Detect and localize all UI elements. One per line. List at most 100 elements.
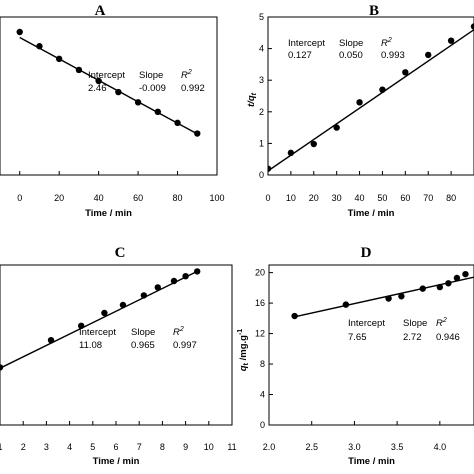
annotation-value: 0.050 [339, 50, 363, 61]
plot-frame [268, 264, 474, 426]
plot-frame [0, 16, 218, 176]
y-tick-label: 8 [260, 359, 265, 369]
annotation-header: Slope [139, 70, 163, 81]
panel-title: A [95, 3, 106, 19]
data-point [55, 55, 63, 63]
x-tick-label: 80 [446, 193, 456, 203]
data-point [36, 43, 43, 50]
data-point [445, 280, 452, 287]
annotation-header: Intercept [348, 318, 385, 329]
annotation-header: Slope [131, 327, 155, 338]
data-point [310, 140, 317, 148]
data-point [174, 119, 181, 127]
y-tick-label: 4 [260, 390, 265, 400]
data-point [119, 301, 127, 309]
x-tick-label: 0 [17, 193, 22, 203]
data-point [342, 301, 350, 308]
annotation-header: Intercept [88, 70, 125, 81]
data-point [425, 51, 432, 59]
data-point [385, 295, 392, 302]
plot-area [291, 270, 474, 320]
x-axis-title: Time / min [348, 208, 395, 219]
data-point [287, 149, 295, 157]
x-tick-label: 8 [160, 442, 165, 452]
fit-line [268, 29, 474, 172]
chart-panel-b: B 0 10 20 30 40 50 60 70 80 0 1 2 3 4 5 Time / min t/qt In… [246, 3, 474, 219]
fit-line [0, 270, 198, 369]
data-point [436, 283, 444, 291]
chart-panel-a: A 0 20 40 60 80 100 Time / min Intercept Slope R2 2… [0, 3, 225, 219]
annotation-header: Slope [339, 38, 363, 49]
annotation-value: 0.997 [173, 340, 197, 351]
data-point [182, 273, 189, 280]
x-axis-title: Time / min [85, 208, 132, 219]
x-tick-label: 40 [355, 193, 365, 203]
data-point [462, 270, 469, 278]
annotation-value: 11.08 [79, 340, 102, 351]
annotation-value: 0.127 [288, 50, 312, 61]
y-tick-label: 16 [255, 298, 265, 308]
plot-frame [0, 264, 233, 426]
x-tick-label: 4.0 [434, 442, 447, 452]
x-tick-label: 50 [377, 193, 387, 203]
x-tick-label: 5 [90, 442, 95, 452]
y-tick-label: 1 [259, 138, 264, 148]
y-tick-label: 5 [259, 12, 264, 22]
data-point [16, 28, 23, 36]
data-point [291, 312, 298, 320]
data-point [379, 86, 386, 93]
annotation-header: R2 [181, 69, 192, 81]
plot-frame [267, 16, 474, 176]
x-tick-label: 3 [44, 442, 49, 452]
annotation-value: 7.65 [348, 332, 367, 343]
x-axis-title: Time / min [93, 456, 140, 467]
plot-area [268, 23, 474, 172]
data-point [140, 292, 148, 299]
data-point [0, 364, 4, 371]
x-tick-label: 3.0 [348, 442, 361, 452]
data-point [170, 277, 178, 285]
annotation-header: Intercept [288, 38, 325, 49]
x-tick-label: 11 [227, 442, 236, 452]
annotation-value: 0.965 [131, 340, 155, 351]
data-point [398, 293, 405, 300]
data-point [75, 66, 83, 74]
chart-panel-d: D 2.0 2.5 3.0 3.5 4.0 0 4 8 12 16 20 Time / min qt /m… [237, 245, 474, 467]
x-tick-label: 60 [133, 193, 143, 203]
fit-line [294, 276, 474, 318]
fit-line [19, 36, 198, 135]
y-tick-label: 3 [259, 75, 264, 85]
x-tick-label: 100 [209, 193, 224, 203]
annotation-value: 0.946 [436, 332, 460, 343]
data-point [356, 99, 363, 106]
annotation-value: -0.009 [139, 83, 166, 94]
y-tick-label: 20 [255, 268, 265, 278]
x-tick-label: 20 [309, 193, 319, 203]
x-tick-label: 30 [332, 193, 342, 203]
data-point [101, 309, 108, 317]
data-point [154, 108, 162, 116]
annotation-value: 0.993 [381, 50, 405, 61]
x-tick-label: 10 [286, 193, 296, 203]
data-point [78, 322, 85, 329]
x-tick-label: 0 [265, 193, 270, 203]
data-point [194, 130, 201, 137]
data-point [470, 23, 474, 30]
data-point [115, 88, 122, 96]
y-axis-title: t/qt [246, 92, 258, 107]
data-point [453, 274, 461, 282]
annotation-header: Slope [403, 318, 427, 329]
x-tick-label: 80 [173, 193, 183, 203]
annotation-value: 0.992 [181, 83, 205, 94]
panel-title: C [115, 245, 126, 261]
annotation-header: R2 [436, 317, 447, 329]
chart-panel-c: C 1 2 3 4 5 6 7 8 9 10 11 Time / min Intercept Slope R2… [0, 245, 237, 467]
plot-area [0, 268, 201, 371]
y-tick-label: 12 [255, 329, 265, 339]
annotation-value: 2.72 [403, 332, 422, 343]
data-point [419, 285, 426, 292]
x-tick-label: 20 [54, 193, 64, 203]
x-tick-label: 60 [400, 193, 410, 203]
y-tick-label: 2 [259, 107, 264, 117]
